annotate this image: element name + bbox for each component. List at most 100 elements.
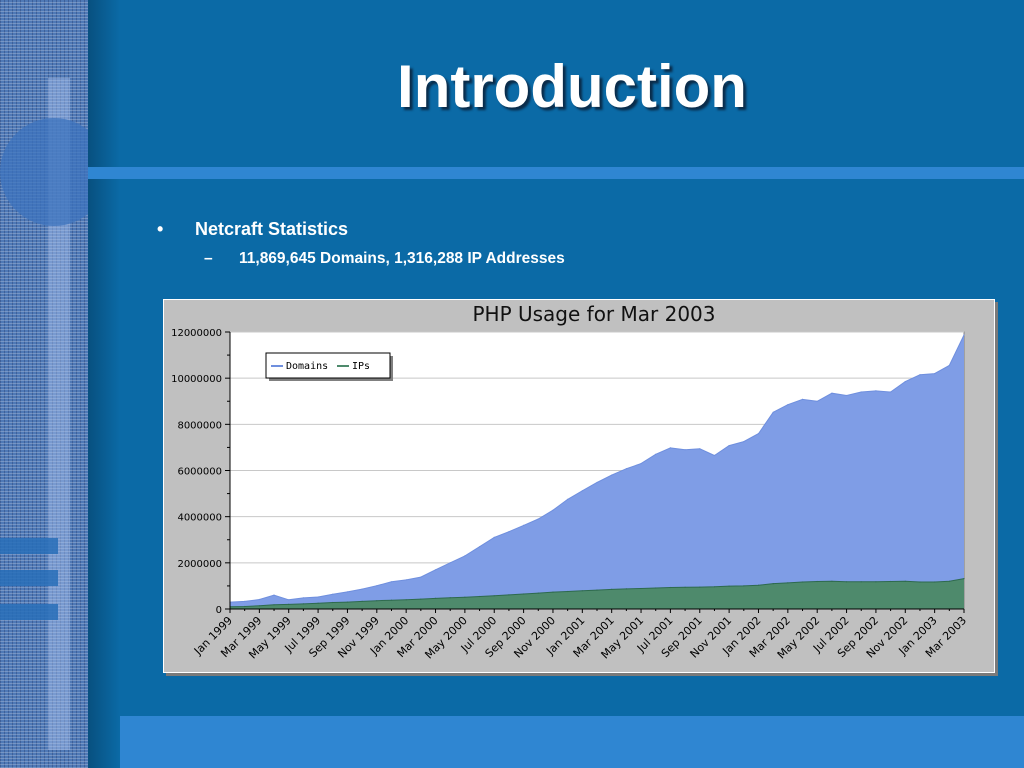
domains-point: [523, 524, 525, 526]
domains-point: [420, 576, 422, 578]
y-tick-label: 0: [216, 605, 222, 616]
domains-point: [508, 531, 510, 533]
ips-point: [302, 603, 304, 605]
ips-point: [493, 595, 495, 597]
domains-point: [273, 594, 275, 596]
ips-point: [332, 601, 334, 604]
domains-point: [596, 481, 598, 484]
chart-title: PHP Usage for Mar 2003: [472, 302, 715, 326]
domains-point: [434, 569, 437, 571]
ips-point: [684, 586, 686, 588]
ips-point: [523, 593, 525, 595]
y-tick-label: 4000000: [177, 513, 222, 524]
sidebar-stripe: [0, 538, 58, 554]
domains-point: [244, 600, 246, 602]
sub-bullet-mark: –: [204, 250, 213, 267]
domains-point: [317, 596, 319, 598]
ips-point: [963, 578, 965, 580]
ips-point: [434, 597, 437, 599]
ips-point: [273, 604, 275, 606]
ips-point: [552, 591, 554, 593]
ips-point: [934, 581, 936, 583]
domains-point: [567, 498, 569, 500]
ips-area: [230, 578, 964, 609]
domains-point: [875, 390, 877, 392]
ips-point: [581, 590, 583, 592]
sidebar-shadow: [88, 0, 120, 768]
sub-bullet-text: 11,869,645 Domains, 1,316,288 IP Address…: [239, 250, 565, 267]
domains-point: [669, 447, 671, 449]
domains-point: [581, 490, 583, 492]
domains-point: [493, 536, 495, 538]
domains-point: [904, 381, 906, 383]
bullet-item: • Netcraft Statistics: [157, 219, 348, 240]
ips-point: [537, 592, 539, 594]
ips-point: [640, 587, 642, 590]
domains-point: [640, 463, 642, 465]
domains-point: [302, 597, 304, 599]
sidebar-stripe: [0, 570, 58, 586]
domains-point: [699, 448, 701, 450]
php-usage-chart: PHP Usage for Mar 2003 0 2000000 4000000 600…: [171, 302, 969, 661]
domains-point: [376, 585, 378, 587]
sidebar-pattern: [0, 0, 108, 768]
ips-point: [757, 584, 760, 586]
ips-point: [611, 588, 613, 590]
domains-point: [963, 334, 965, 336]
legend-label-ips: IPs: [352, 361, 370, 372]
domains-point: [479, 546, 481, 548]
ips-point: [420, 598, 422, 600]
y-tick-label: 2000000: [177, 559, 222, 570]
domains-point: [346, 591, 348, 593]
domains-point: [890, 391, 892, 393]
sub-bullet-item: – 11,869,645 Domains, 1,316,288 IP Addres…: [204, 250, 565, 268]
domains-point: [919, 374, 921, 376]
domains-point: [860, 391, 862, 393]
ips-point: [479, 595, 481, 598]
ips-point: [361, 600, 363, 602]
domains-point: [787, 404, 789, 406]
ips-point: [567, 590, 569, 593]
ips-point: [772, 583, 774, 585]
ips-point: [288, 603, 290, 605]
legend-label-domains: Domains: [286, 361, 328, 372]
ips-point: [713, 586, 716, 588]
ips-point: [346, 601, 348, 603]
domains-point: [728, 445, 730, 447]
ips-point: [390, 599, 393, 601]
y-tick-label: 6000000: [177, 467, 222, 478]
domains-point: [464, 555, 466, 557]
domains-point: [934, 373, 936, 375]
legend-box: [265, 352, 391, 379]
slide-title: Introduction: [397, 53, 747, 120]
footer-band: [120, 716, 1024, 768]
ips-point: [816, 580, 818, 583]
domains-point: [405, 579, 407, 581]
domains-point: [625, 468, 627, 470]
ips-point: [831, 580, 833, 582]
ips-point: [596, 589, 598, 591]
domains-point: [288, 599, 290, 601]
domains-point: [801, 398, 804, 400]
domains-point: [361, 588, 363, 590]
ips-point: [919, 581, 921, 583]
domains-point: [772, 411, 774, 413]
domains-point: [831, 392, 833, 394]
ips-point: [464, 596, 466, 598]
ips-point: [669, 586, 671, 589]
ips-point: [948, 580, 950, 582]
domains-point: [655, 453, 657, 455]
bullet-text: Netcraft Statistics: [195, 219, 349, 239]
ips-point: [625, 588, 627, 590]
domains-area: [230, 335, 964, 609]
domains-point: [757, 433, 760, 435]
domains-point: [537, 518, 539, 520]
ips-point: [244, 605, 246, 608]
ips-point: [743, 585, 745, 587]
bullet-mark: •: [157, 219, 164, 239]
ips-point: [875, 581, 877, 583]
domains-point: [552, 509, 554, 511]
ips-point: [860, 581, 862, 583]
ips-point: [655, 587, 657, 589]
y-tick-label: 10000000: [171, 374, 222, 385]
